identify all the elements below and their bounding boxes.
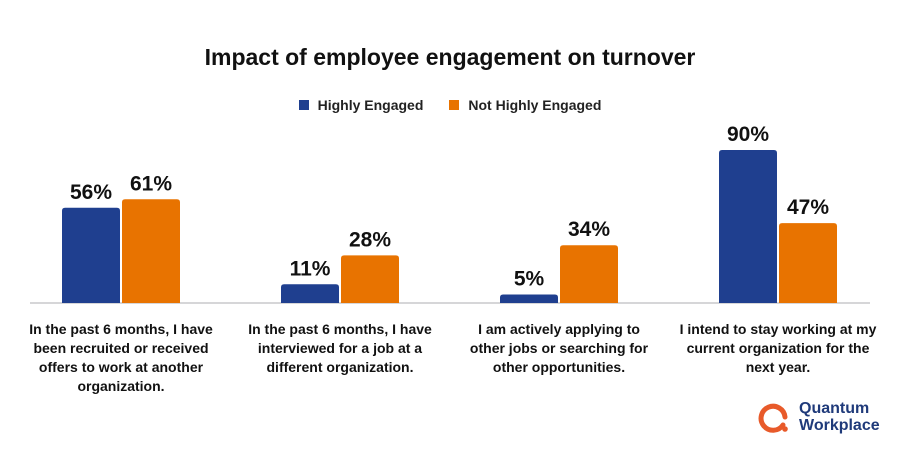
data-label: 5%: [514, 268, 545, 291]
quantum-workplace-logo: Quantum Workplace: [757, 400, 880, 434]
bar: [62, 207, 120, 303]
legend-swatch: [449, 100, 460, 110]
data-label: 56%: [70, 181, 112, 204]
legend-item-not-highly-engaged: Not Highly Engaged: [449, 97, 601, 113]
bar: [500, 294, 558, 303]
bar: [779, 223, 837, 303]
bar: [281, 284, 339, 303]
category-label: I intend to stay working at my current o…: [679, 321, 877, 375]
data-label: 90%: [727, 123, 769, 146]
chart-title: Impact of employee engagement on turnove…: [204, 44, 696, 70]
bar: [122, 199, 180, 303]
category-label: I am actively applying to other jobs or …: [469, 321, 649, 375]
category-label: In the past 6 months, I have been recrui…: [29, 321, 213, 394]
legend-label: Not Highly Engaged: [468, 97, 602, 113]
bar: [719, 150, 777, 303]
data-label: 28%: [349, 228, 391, 251]
data-label: 47%: [787, 196, 829, 219]
logo-text: Workplace: [799, 417, 880, 434]
data-label: 61%: [130, 172, 172, 195]
legend-item-highly-engaged: Highly Engaged: [298, 97, 424, 113]
category-label: In the past 6 months, I have interviewed…: [248, 321, 432, 375]
bar: [560, 245, 618, 303]
legend: Highly Engaged Not Highly Engaged: [0, 97, 900, 113]
logo-q-icon: [758, 403, 788, 433]
bar: [341, 255, 399, 303]
data-label: 34%: [568, 218, 610, 241]
legend-swatch: [298, 100, 309, 110]
legend-label: Highly Engaged: [317, 97, 424, 113]
logo-text: Quantum: [799, 400, 870, 417]
data-label: 11%: [290, 257, 331, 280]
